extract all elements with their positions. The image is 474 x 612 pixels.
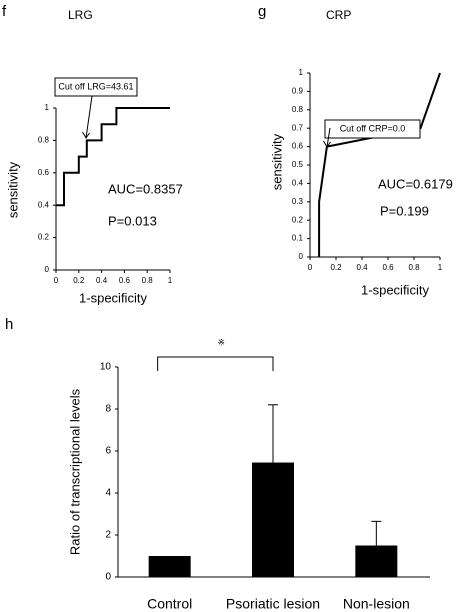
panel-label: f	[2, 3, 7, 20]
panel-label: g	[258, 3, 266, 20]
y-tick-label: 0.5	[292, 160, 304, 169]
x-axis-label: 1-specificity	[361, 282, 429, 297]
chart-title: CRP	[326, 8, 351, 22]
y-tick-label: 0.8	[38, 136, 50, 145]
bar	[355, 545, 398, 577]
x-tick-label: 1	[168, 276, 173, 285]
y-tick-label: 0.6	[292, 142, 304, 151]
x-tick-label: 0.6	[382, 263, 394, 272]
x-axis-label: 1-specificity	[79, 290, 147, 305]
y-tick-label: 0.4	[292, 179, 304, 188]
y-tick-label: 0	[45, 265, 50, 274]
x-tick-label: 0	[54, 276, 59, 285]
annotation-box	[54, 77, 138, 97]
x-tick-label: Psoriatic lesion	[226, 596, 320, 612]
y-tick-label: 0.4	[38, 200, 50, 209]
auc-text: AUC=0.8357	[108, 181, 183, 196]
y-tick-label: 0	[105, 572, 111, 583]
y-tick-label: 0.1	[292, 234, 304, 243]
x-tick-label: 0.4	[96, 276, 108, 285]
annotation: Cut off CRP=0.0	[340, 123, 406, 133]
x-tick-label: 0	[308, 263, 313, 272]
y-tick-label: 0	[299, 252, 304, 261]
y-tick-label: 1	[299, 68, 304, 77]
bar	[148, 556, 191, 577]
x-tick-label: 0.4	[356, 263, 368, 272]
annotation: Cut off LRG=43.61	[58, 81, 133, 91]
arrow	[326, 127, 331, 148]
y-axis-label: Ratio of transcriptional levels	[67, 388, 82, 555]
p-value-text: P=0.013	[108, 213, 157, 228]
p-value-text: P=0.199	[380, 203, 429, 218]
x-tick-label: Non-lesion	[343, 596, 410, 612]
y-tick-label: 0.6	[38, 168, 50, 177]
y-tick-label: 0.2	[38, 233, 50, 242]
y-tick-label: 10	[100, 362, 112, 373]
y-tick-label: 0.2	[292, 215, 304, 224]
arrow	[85, 95, 93, 139]
x-tick-label: 0.2	[73, 276, 85, 285]
y-tick-label: 8	[105, 404, 111, 415]
y-tick-label: 1	[45, 103, 50, 112]
y-tick-label: 6	[105, 446, 111, 457]
y-axis-label: sensitivity	[269, 133, 284, 190]
roc-curve	[318, 72, 441, 257]
significance-bracket	[157, 356, 274, 371]
y-tick-label: 2	[105, 530, 111, 541]
auc-text: AUC=0.6179	[378, 176, 453, 191]
chart-title: LRG	[68, 8, 93, 22]
bar	[252, 462, 294, 577]
y-tick-label: 4	[105, 488, 111, 499]
x-tick-label: 0.2	[330, 263, 342, 272]
y-tick-label: 0.8	[292, 105, 304, 114]
arrow-head	[82, 131, 90, 139]
x-tick-label: 0.8	[142, 276, 154, 285]
y-tick-label: 0.3	[292, 197, 304, 206]
x-tick-label: 0.8	[408, 263, 420, 272]
y-axis-label: sensitivity	[5, 161, 20, 218]
annotation-box	[324, 119, 421, 139]
y-tick-label: 0.9	[292, 87, 304, 96]
x-tick-label: 1	[438, 263, 443, 272]
x-tick-label: Control	[147, 596, 192, 612]
significance-mark: ※	[218, 337, 226, 347]
y-tick-label: 0.7	[292, 123, 304, 132]
x-tick-label: 0.6	[119, 276, 131, 285]
arrow-head	[323, 140, 331, 148]
roc-curve	[56, 107, 170, 207]
panel-label: h	[5, 316, 13, 333]
